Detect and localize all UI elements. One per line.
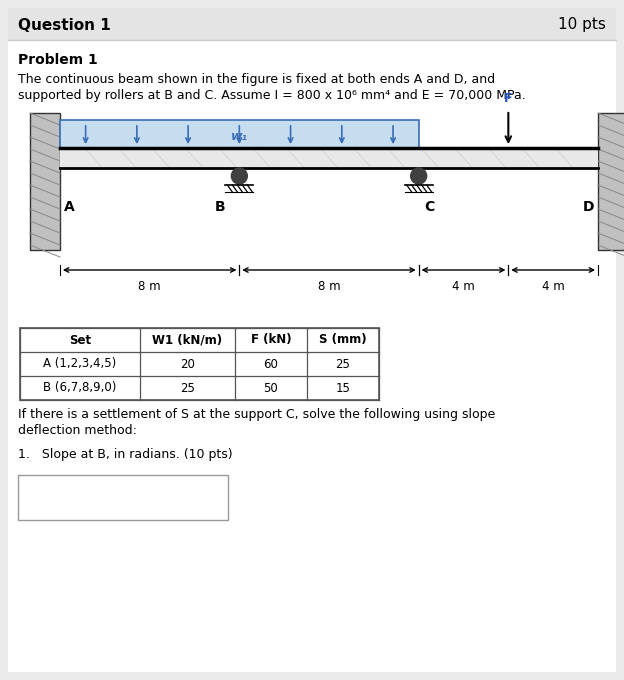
Circle shape: [232, 168, 247, 184]
Text: 4 m: 4 m: [542, 280, 565, 293]
Text: C: C: [425, 200, 435, 214]
Text: 25: 25: [336, 358, 351, 371]
Bar: [60, 148, 598, 168]
Text: 25: 25: [180, 381, 195, 394]
Text: S (mm): S (mm): [319, 333, 367, 347]
Circle shape: [411, 168, 427, 184]
Bar: [60, 120, 419, 148]
Bar: [18, 475, 228, 520]
Text: A (1,2,3,4,5): A (1,2,3,4,5): [44, 358, 117, 371]
Text: 8 m: 8 m: [318, 280, 340, 293]
Text: deflection method:: deflection method:: [18, 424, 137, 437]
Bar: [20, 328, 379, 400]
Text: F: F: [504, 92, 512, 105]
Text: F (kN): F (kN): [251, 333, 291, 347]
Text: B (6,7,8,9,0): B (6,7,8,9,0): [43, 381, 117, 394]
Text: supported by rollers at B and C. Assume I = 800 x 10⁶ mm⁴ and E = 70,000 MPa.: supported by rollers at B and C. Assume …: [18, 90, 526, 103]
Text: 4 m: 4 m: [452, 280, 475, 293]
Text: D: D: [582, 200, 594, 214]
Text: The continuous beam shown in the figure is fixed at both ends A and D, and: The continuous beam shown in the figure …: [18, 73, 495, 86]
Text: 20: 20: [180, 358, 195, 371]
Bar: [8, 8, 616, 40]
Text: 60: 60: [263, 358, 278, 371]
Text: B: B: [215, 200, 225, 214]
Bar: [30, 113, 60, 250]
Text: 10 pts: 10 pts: [558, 18, 606, 33]
Text: 50: 50: [263, 381, 278, 394]
Text: Problem 1: Problem 1: [18, 53, 98, 67]
Text: If there is a settlement of S at the support C, solve the following using slope: If there is a settlement of S at the sup…: [18, 408, 495, 421]
Text: W1 (kN/m): W1 (kN/m): [152, 333, 223, 347]
Text: Set: Set: [69, 333, 91, 347]
Text: 8 m: 8 m: [139, 280, 161, 293]
Text: A: A: [64, 200, 75, 214]
Text: w₁: w₁: [231, 129, 248, 143]
Text: Question 1: Question 1: [18, 18, 110, 33]
Text: 15: 15: [336, 381, 351, 394]
Bar: [598, 113, 624, 250]
Text: 1.   Slope at B, in radians. (10 pts): 1. Slope at B, in radians. (10 pts): [18, 448, 233, 461]
